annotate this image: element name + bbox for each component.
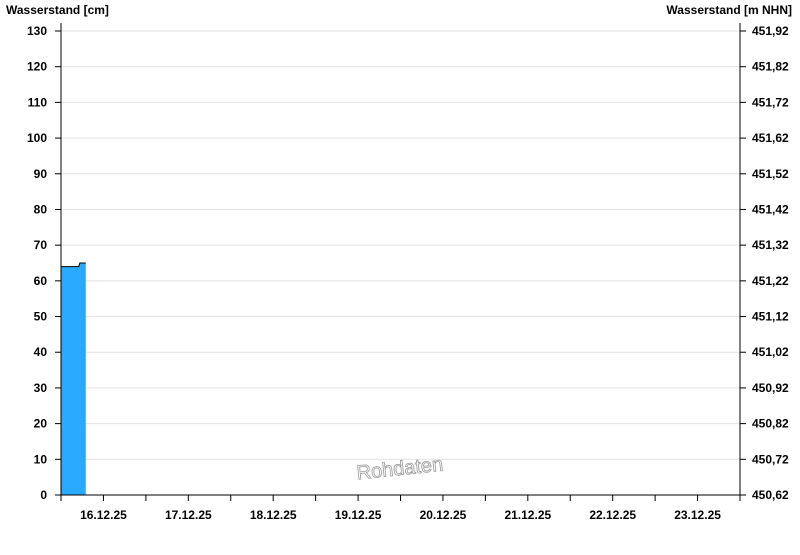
right-tick-label: 451,82 [752, 60, 789, 74]
right-tick-label: 451,22 [752, 274, 789, 288]
series-line [61, 262, 86, 268]
right-tick-label: 451,02 [752, 345, 789, 359]
left-tick-label: 30 [34, 381, 48, 395]
left-tick-label: 80 [34, 202, 48, 216]
left-tick-label: 110 [28, 95, 48, 109]
right-tick-label: 450,82 [752, 417, 789, 431]
x-tick-label: 18.12.25 [250, 508, 297, 522]
x-tick-label: 22.12.25 [589, 508, 636, 522]
right-tick-label: 451,42 [752, 202, 789, 216]
watermark: Rohdaten [356, 454, 445, 485]
right-tick-label: 450,62 [752, 488, 789, 502]
right-tick-label: 450,92 [752, 381, 789, 395]
left-tick-label: 130 [27, 24, 47, 38]
right-tick-label: 451,62 [752, 131, 789, 145]
x-tick-label: 19.12.25 [335, 508, 382, 522]
left-tick-label: 40 [34, 345, 48, 359]
left-tick-label: 90 [34, 167, 48, 181]
right-tick-label: 451,72 [752, 95, 789, 109]
right-tick-label: 450,72 [752, 452, 789, 466]
left-tick-label: 50 [34, 310, 48, 324]
right-tick-label: 451,52 [752, 167, 789, 181]
left-axis-title: Wasserstand [cm] [6, 3, 109, 17]
x-tick-label: 21.12.25 [504, 508, 551, 522]
left-tick-label: 10 [34, 452, 48, 466]
left-tick-label: 60 [34, 274, 48, 288]
right-axis-title: Wasserstand [m NHN] [666, 3, 792, 17]
right-tick-label: 451,12 [752, 310, 789, 324]
left-tick-label: 70 [34, 238, 48, 252]
right-tick-label: 451,92 [752, 24, 789, 38]
x-tick-label: 16.12.25 [80, 508, 127, 522]
left-tick-label: 120 [27, 60, 47, 74]
right-tick-label: 451,32 [752, 238, 789, 252]
left-tick-label: 0 [40, 488, 47, 502]
left-tick-label: 20 [34, 417, 48, 431]
x-tick-label: 23.12.25 [674, 508, 721, 522]
series-area [61, 263, 86, 495]
left-tick-label: 100 [27, 131, 47, 145]
x-tick-label: 20.12.25 [420, 508, 467, 522]
x-tick-label: 17.12.25 [165, 508, 212, 522]
